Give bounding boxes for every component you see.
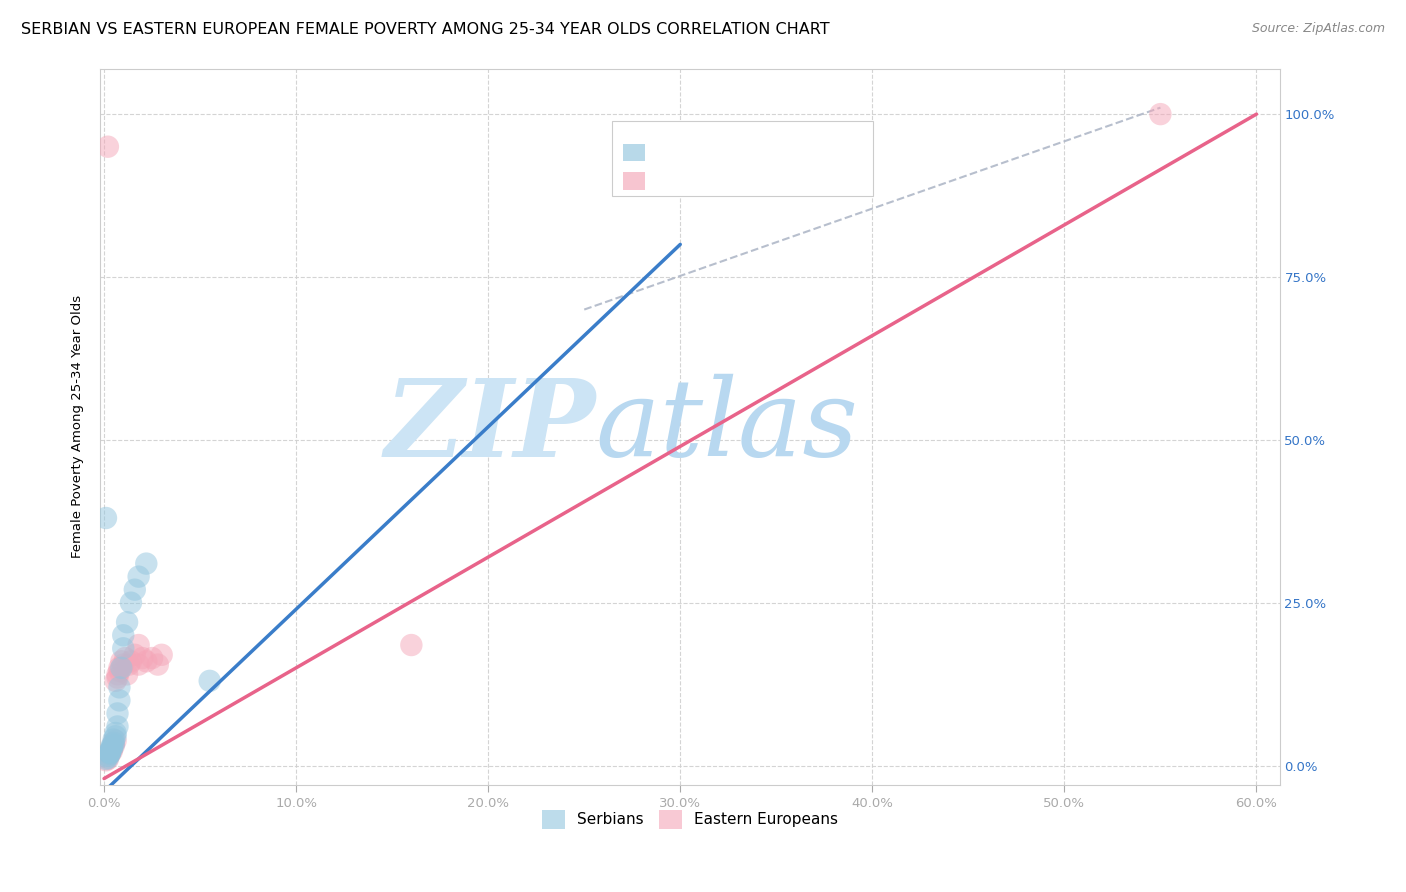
- Point: [108, 693, 131, 707]
- Point: [100, 739, 122, 753]
- Point: [110, 654, 132, 668]
- Point: [128, 569, 150, 583]
- Legend: Serbians, Eastern Europeans: Serbians, Eastern Europeans: [536, 804, 844, 835]
- Point: [103, 732, 125, 747]
- Text: atlas: atlas: [596, 374, 859, 479]
- Point: [128, 638, 150, 652]
- Point: [108, 681, 131, 695]
- Point: [107, 706, 129, 721]
- Point: [98, 746, 121, 760]
- Point: [103, 736, 125, 750]
- Point: [98, 747, 121, 761]
- Point: [100, 740, 122, 755]
- Point: [135, 654, 157, 668]
- Point: [115, 667, 138, 681]
- Point: [100, 742, 122, 756]
- Point: [108, 661, 131, 675]
- Point: [146, 657, 169, 672]
- Point: [118, 657, 141, 672]
- Point: [114, 651, 136, 665]
- Point: [401, 638, 423, 652]
- Point: [120, 596, 142, 610]
- Point: [150, 648, 173, 662]
- Point: [104, 726, 127, 740]
- Point: [94, 752, 117, 766]
- Point: [112, 641, 135, 656]
- Point: [131, 651, 153, 665]
- Text: ZIP: ZIP: [384, 374, 596, 480]
- Point: [97, 750, 120, 764]
- Point: [141, 651, 163, 665]
- Point: [107, 719, 129, 733]
- Point: [98, 746, 121, 760]
- Point: [112, 628, 135, 642]
- Point: [104, 729, 127, 743]
- Point: [104, 673, 127, 688]
- Point: [1149, 107, 1171, 121]
- Point: [100, 744, 122, 758]
- Text: R = 0.779   N = 32: R = 0.779 N = 32: [654, 174, 810, 189]
- Point: [97, 748, 120, 763]
- Point: [98, 744, 121, 758]
- Point: [103, 739, 125, 753]
- Point: [98, 746, 121, 760]
- Point: [98, 747, 121, 761]
- Point: [107, 671, 129, 685]
- Y-axis label: Female Poverty Among 25-34 Year Olds: Female Poverty Among 25-34 Year Olds: [72, 295, 84, 558]
- Point: [135, 557, 157, 571]
- Point: [94, 753, 117, 767]
- Point: [120, 654, 142, 668]
- Point: [107, 667, 129, 681]
- Point: [104, 733, 127, 747]
- Point: [112, 657, 135, 672]
- Point: [97, 752, 120, 766]
- Point: [110, 661, 132, 675]
- Point: [103, 738, 125, 752]
- Point: [124, 582, 146, 597]
- Point: [103, 736, 125, 750]
- Point: [94, 511, 117, 525]
- Text: R = 0.690   N = 29: R = 0.690 N = 29: [654, 145, 810, 160]
- Text: Source: ZipAtlas.com: Source: ZipAtlas.com: [1251, 22, 1385, 36]
- Point: [128, 657, 150, 672]
- Point: [108, 664, 131, 678]
- Point: [198, 673, 221, 688]
- Point: [97, 139, 120, 153]
- Point: [115, 615, 138, 630]
- Point: [97, 748, 120, 763]
- Point: [124, 648, 146, 662]
- Text: SERBIAN VS EASTERN EUROPEAN FEMALE POVERTY AMONG 25-34 YEAR OLDS CORRELATION CHA: SERBIAN VS EASTERN EUROPEAN FEMALE POVER…: [21, 22, 830, 37]
- Point: [100, 742, 122, 756]
